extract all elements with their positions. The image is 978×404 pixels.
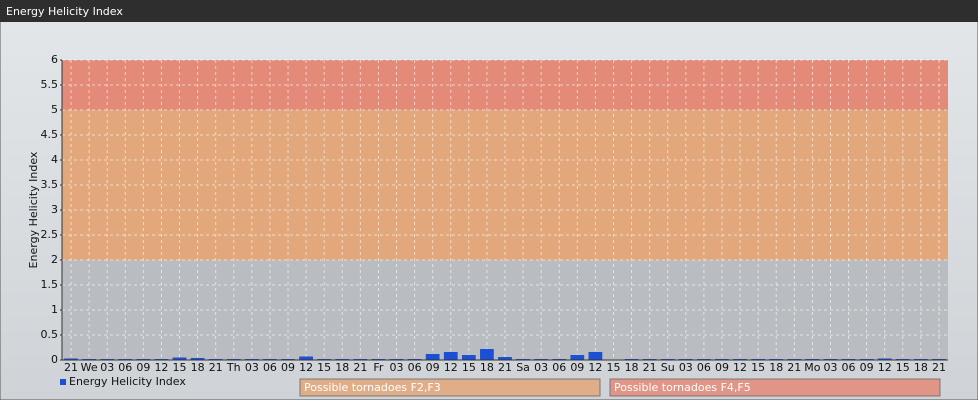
x-tick-label: 09 [136, 361, 150, 374]
legend-swatch [60, 379, 66, 385]
band-legend-label: Possible tornadoes F4,F5 [614, 381, 751, 394]
x-tick-label: 12 [299, 361, 313, 374]
y-tick-label: 3 [51, 203, 58, 216]
y-tick-label: 2.5 [41, 228, 59, 241]
y-tick-label: 0.5 [41, 328, 59, 341]
bar [588, 352, 603, 360]
x-tick-label: 03 [245, 361, 259, 374]
x-tick-label: 06 [697, 361, 711, 374]
y-tick-label: 6 [51, 53, 58, 66]
x-tick-label: 09 [426, 361, 440, 374]
bar [172, 357, 187, 360]
x-tick-label: 18 [769, 361, 783, 374]
x-tick-label: 21 [932, 361, 946, 374]
x-tick-label: Su [661, 361, 675, 374]
y-tick-label: 1.5 [41, 278, 59, 291]
y-axis-label: Energy Helicity Index [27, 151, 40, 268]
y-tick-label: 1 [51, 303, 58, 316]
x-tick-label: We [81, 361, 98, 374]
x-tick-label: 21 [498, 361, 512, 374]
x-tick-label: 21 [787, 361, 801, 374]
x-tick-label: 15 [317, 361, 331, 374]
legend-label: Energy Helicity Index [69, 375, 186, 388]
x-tick-label: 15 [896, 361, 910, 374]
y-tick-label: 3.5 [41, 178, 59, 191]
band-legend-label: Possible tornadoes F2,F3 [304, 381, 441, 394]
bar [425, 354, 440, 360]
x-tick-label: 18 [914, 361, 928, 374]
x-tick-label: 12 [878, 361, 892, 374]
y-tick-label: 4.5 [41, 128, 59, 141]
bar [299, 356, 313, 360]
x-tick-label: Mo [804, 361, 820, 374]
y-tick-label: 2 [51, 253, 58, 266]
x-tick-label: Th [226, 361, 241, 374]
y-tick-label: 5.5 [41, 78, 59, 91]
x-tick-label: 18 [335, 361, 349, 374]
chart-title: Energy Helicity Index [6, 5, 123, 18]
x-tick-label: 03 [679, 361, 693, 374]
bar [877, 358, 892, 360]
x-tick-label: 15 [173, 361, 187, 374]
bar [461, 355, 476, 360]
header-bar [0, 0, 978, 22]
x-tick-label: 15 [606, 361, 620, 374]
x-tick-label: 21 [64, 361, 78, 374]
x-tick-label: 06 [118, 361, 132, 374]
bar [443, 352, 458, 360]
y-tick-label: 4 [51, 153, 58, 166]
x-tick-label: 21 [209, 361, 223, 374]
x-tick-label: 09 [570, 361, 584, 374]
bar [190, 358, 205, 360]
bar [570, 355, 585, 360]
x-tick-label: 06 [408, 361, 422, 374]
x-tick-label: 15 [462, 361, 476, 374]
x-tick-label: 03 [100, 361, 114, 374]
x-tick-label: 12 [154, 361, 168, 374]
x-tick-label: 06 [842, 361, 856, 374]
x-tick-label: 21 [643, 361, 657, 374]
x-tick-label: 12 [733, 361, 747, 374]
band-legend-box [299, 378, 601, 397]
x-tick-label: 15 [751, 361, 765, 374]
x-tick-label: 06 [552, 361, 566, 374]
bar [480, 349, 494, 360]
x-tick-label: 09 [860, 361, 874, 374]
x-tick-label: 03 [534, 361, 548, 374]
x-tick-label: Sa [516, 361, 530, 374]
bar [498, 357, 512, 360]
x-tick-label: 03 [390, 361, 404, 374]
x-tick-label: 18 [480, 361, 494, 374]
x-tick-label: 12 [444, 361, 458, 374]
x-tick-label: 18 [625, 361, 639, 374]
x-tick-label: 21 [353, 361, 367, 374]
x-tick-label: 12 [588, 361, 602, 374]
x-tick-label: 06 [263, 361, 277, 374]
y-tick-label: 5 [51, 103, 58, 116]
x-tick-label: 09 [715, 361, 729, 374]
x-tick-label: 18 [191, 361, 205, 374]
x-tick-label: Fr [373, 361, 384, 374]
band-legend-box [609, 378, 941, 397]
y-tick-label: 0 [51, 353, 58, 366]
x-tick-label: 09 [281, 361, 295, 374]
x-tick-label: 03 [823, 361, 837, 374]
bar [64, 358, 78, 360]
